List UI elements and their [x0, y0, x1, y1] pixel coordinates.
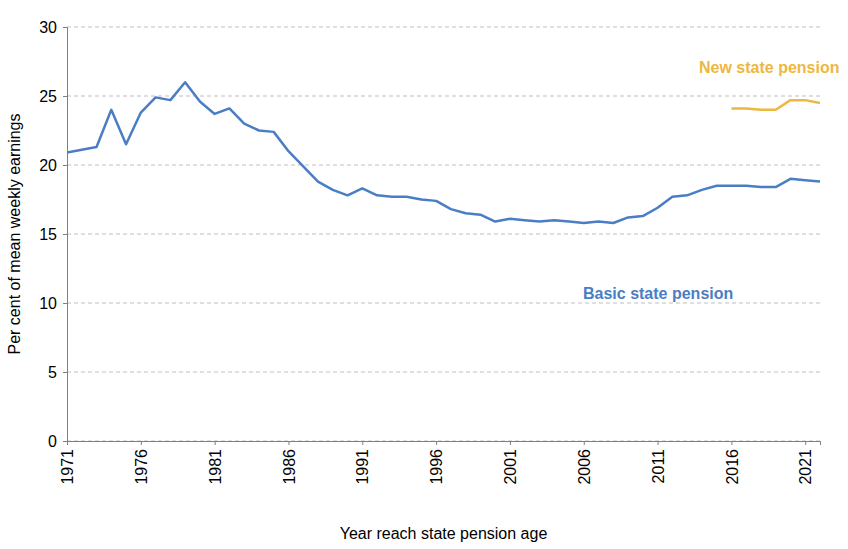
grid-line — [67, 372, 820, 373]
grid-line — [67, 303, 820, 304]
x-tick: 1986 — [281, 441, 298, 485]
y-tick: 20 — [39, 157, 67, 174]
x-tick-mark — [362, 441, 363, 445]
grid-line — [67, 27, 820, 28]
y-tick-label: 20 — [39, 157, 57, 174]
y-tick-label: 5 — [48, 364, 57, 381]
y-tick-mark — [63, 96, 67, 97]
x-tick-label: 2011 — [650, 449, 667, 484]
grid-line — [67, 165, 820, 166]
y-tick: 10 — [39, 295, 67, 312]
y-tick-mark — [63, 234, 67, 235]
y-tick: 15 — [39, 226, 67, 243]
plot: 0 5 10 15 20 25 30 1971 1976 1981 1986 1991 1996 2001… — [39, 19, 839, 485]
y-axis-title: Per cent of mean weekly earnings — [6, 113, 23, 354]
x-tick-label: 1976 — [133, 449, 150, 485]
y-tick-label: 15 — [39, 226, 57, 243]
x-tick-mark — [658, 441, 659, 445]
x-tick-label: 2021 — [797, 449, 814, 485]
x-tick-label: 1981 — [207, 449, 224, 485]
series-line — [67, 82, 820, 223]
x-tick: 1976 — [133, 441, 150, 485]
grid-line — [67, 234, 820, 235]
y-axis: 0 5 10 15 20 25 30 — [39, 19, 67, 450]
x-tick-label: 1996 — [428, 449, 445, 485]
series-label: Basic state pension — [583, 285, 733, 302]
x-tick: 1991 — [354, 441, 371, 485]
y-tick-label: 0 — [48, 433, 57, 450]
x-tick-mark — [215, 441, 216, 445]
y-tick-mark — [63, 27, 67, 28]
x-axis-line — [68, 442, 821, 446]
y-tick: 0 — [48, 433, 67, 450]
grid-line — [67, 96, 820, 97]
y-tick-label: 30 — [39, 19, 57, 36]
series-line — [731, 100, 820, 110]
y-tick-label: 10 — [39, 295, 57, 312]
y-tick: 30 — [39, 19, 67, 36]
y-tick-mark — [63, 303, 67, 304]
y-axis-line — [63, 28, 68, 442]
x-tick-label: 1991 — [354, 449, 371, 485]
x-tick: 2016 — [724, 441, 741, 485]
x-tick: 1981 — [207, 441, 224, 485]
lines — [67, 82, 820, 223]
grid — [67, 27, 820, 441]
y-tick-mark — [63, 372, 67, 373]
x-tick: 1996 — [428, 441, 445, 485]
chart: 0 5 10 15 20 25 30 1971 1976 1981 1986 1991 1996 2001… — [0, 0, 848, 549]
y-tick-mark — [63, 165, 67, 166]
x-tick-label: 2006 — [576, 449, 593, 485]
y-tick: 25 — [39, 88, 67, 105]
series-label: New state pension — [699, 59, 839, 76]
x-axis: 1971 1976 1981 1986 1991 1996 2001 2006 2011 2016… — [59, 441, 820, 485]
x-tick-mark — [584, 441, 585, 445]
x-tick: 2011 — [650, 441, 667, 483]
x-tick-label: 2016 — [724, 449, 741, 485]
x-tick-mark — [436, 441, 437, 445]
y-tick-label: 25 — [39, 88, 57, 105]
x-tick-mark — [805, 441, 806, 445]
x-tick: 1971 — [59, 441, 76, 485]
x-tick-label: 2001 — [502, 449, 519, 485]
x-tick-mark — [67, 441, 68, 445]
x-tick-mark — [288, 441, 289, 445]
x-tick: 2021 — [797, 441, 814, 485]
y-tick: 5 — [48, 364, 67, 381]
y-tick-mark — [63, 441, 67, 442]
x-tick-mark — [141, 441, 142, 445]
x-tick-label: 1986 — [281, 449, 298, 485]
x-tick: 2001 — [502, 441, 519, 485]
x-tick: 2006 — [576, 441, 593, 485]
x-tick-mark — [510, 441, 511, 445]
x-tick-mark — [731, 441, 732, 445]
x-tick-label: 1971 — [59, 449, 76, 485]
x-axis-title: Year reach state pension age — [340, 525, 548, 542]
